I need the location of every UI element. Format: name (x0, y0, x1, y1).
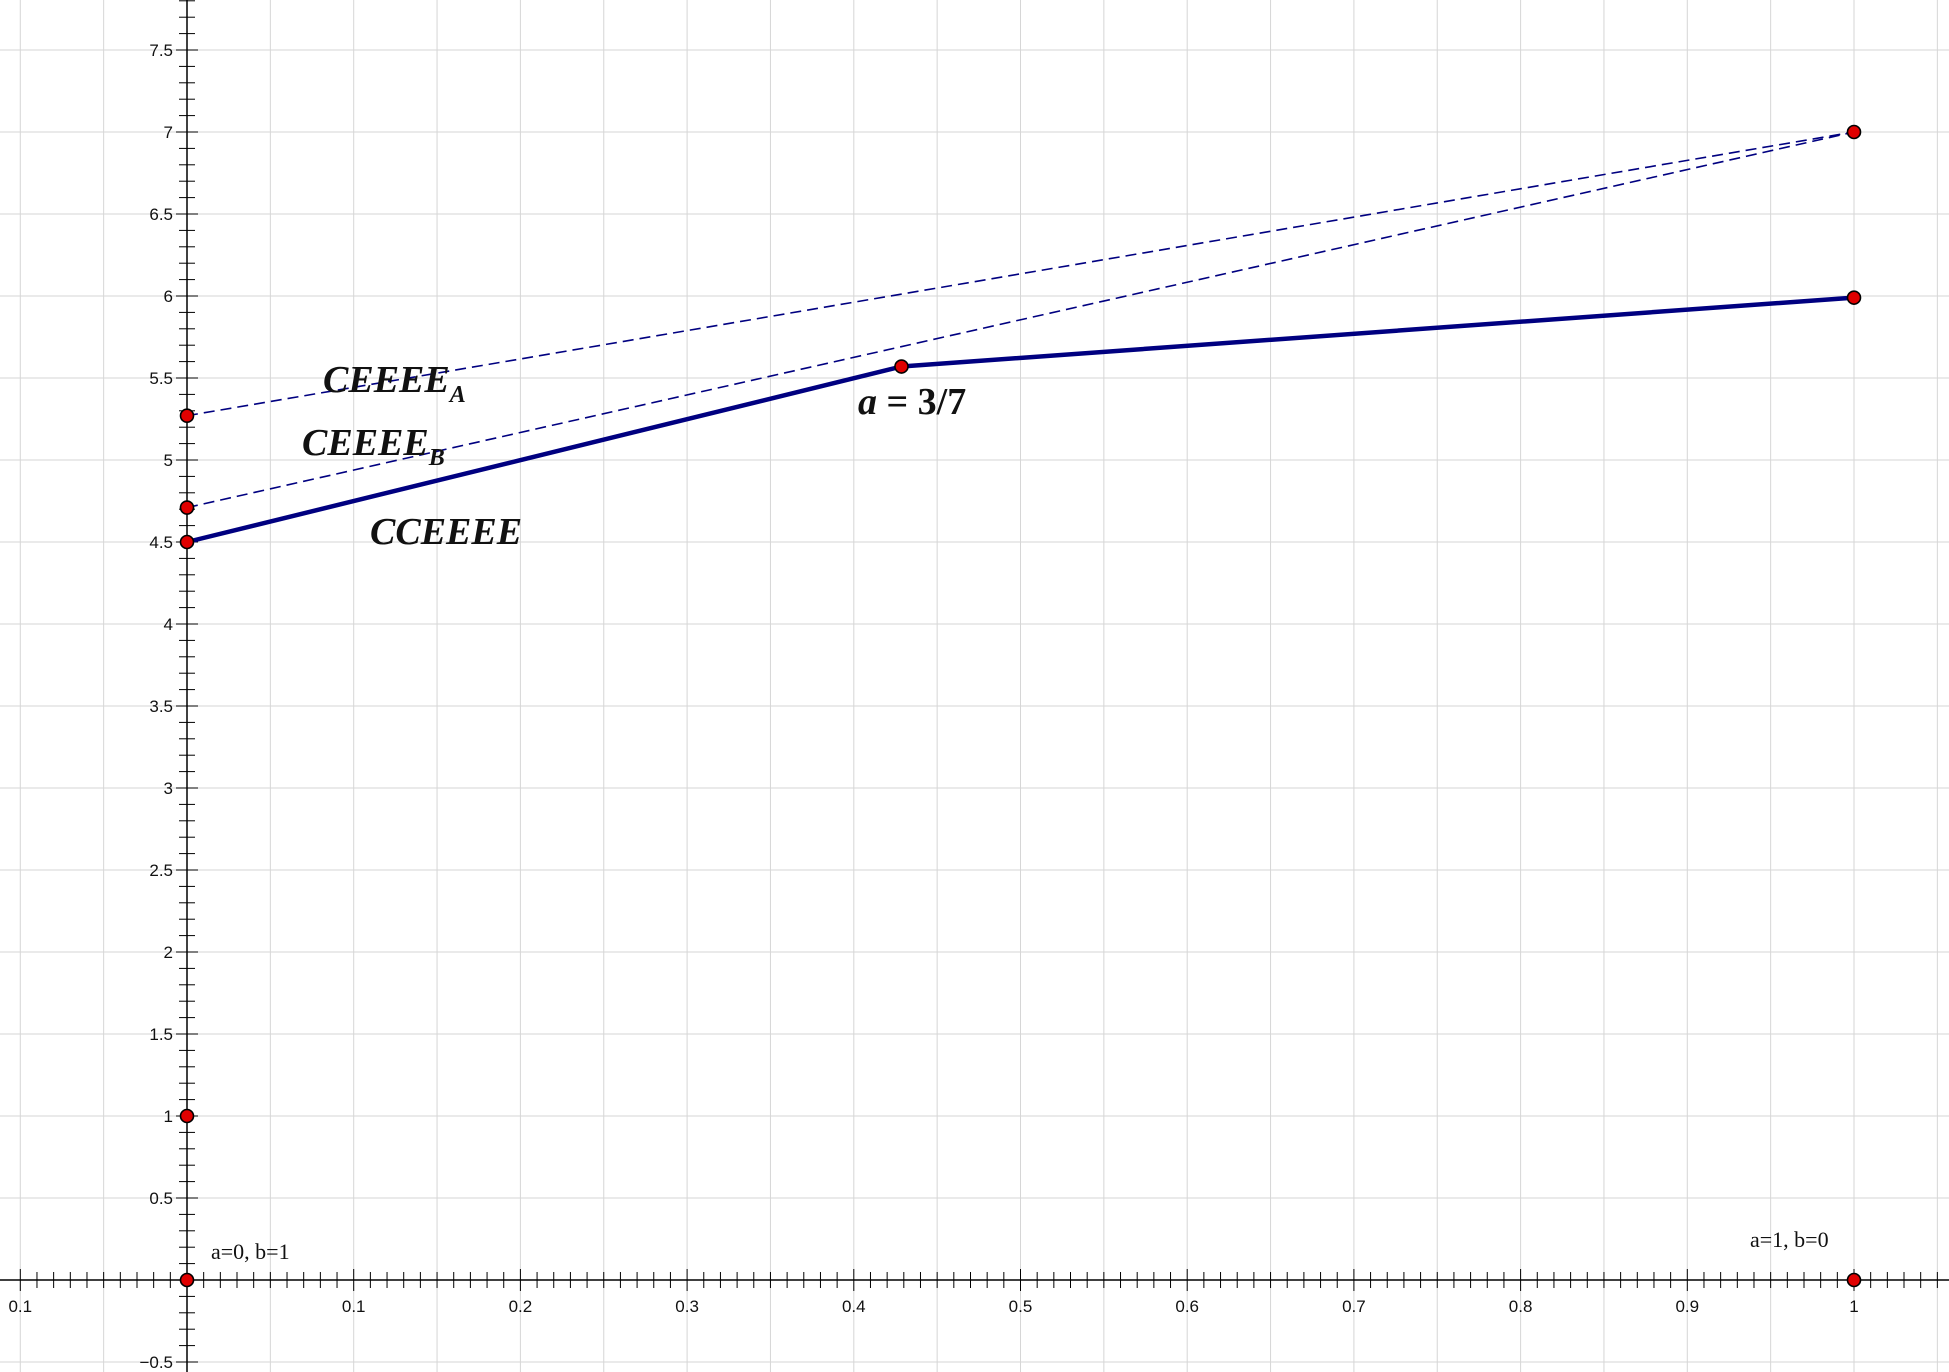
y-tick-label-7-5: 7.5 (149, 41, 173, 60)
x-tick-label-0-1: 0.1 (342, 1297, 366, 1316)
x-tick-label-1: 1 (1849, 1297, 1858, 1316)
data-points (179, 124, 1862, 1288)
y-tick-label-3-5: 3.5 (149, 697, 173, 716)
left-corner-annotation: a=0, b=1 (211, 1239, 290, 1264)
data-point-7 (179, 1108, 195, 1124)
y-tick-label-7: 7 (164, 123, 173, 142)
x-tick-label-0-4: 0.4 (842, 1297, 866, 1316)
y-tick-label-4: 4 (164, 615, 173, 634)
data-point-4 (894, 359, 909, 374)
y-tick-label-0-5: 0.5 (149, 1189, 173, 1208)
x-tick-label-0-2: 0.2 (509, 1297, 533, 1316)
data-point-5 (1846, 124, 1862, 140)
y-tick-label-1-5: 1.5 (149, 1025, 173, 1044)
right-corner-annotation: a=1, b=0 (1750, 1227, 1829, 1252)
x-tick-label-0-3: 0.3 (675, 1297, 699, 1316)
data-point-3 (179, 534, 195, 550)
series-label-cceeee: CCEEEE (370, 511, 522, 553)
y-tick-label-0-5: −0.5 (139, 1353, 173, 1372)
x-tick-label-0-8: 0.8 (1509, 1297, 1533, 1316)
y-tick-label-3: 3 (164, 779, 173, 798)
y-tick-label-2: 2 (164, 943, 173, 962)
y-tick-label-1: 1 (164, 1107, 173, 1126)
series-line-ceeeea (186, 131, 1855, 417)
data-point-8 (179, 1272, 195, 1288)
y-tick-label-2-5: 2.5 (149, 861, 173, 880)
y-tick-label-6-5: 6.5 (149, 205, 173, 224)
data-point-6 (1846, 290, 1862, 305)
y-tick-label-6: 6 (164, 287, 173, 306)
series-label-ceeeea: CEEEEA (323, 359, 466, 408)
kink-annotation: a = 3/7 (858, 381, 966, 423)
x-tick-label-0-5: 0.5 (1009, 1297, 1033, 1316)
data-point-2 (179, 500, 195, 515)
y-tick-label-5-5: 5.5 (149, 369, 173, 388)
series-line-ceeeeb (186, 131, 1855, 509)
x-tick-label-0-1: 0.1 (8, 1297, 32, 1316)
data-point-1 (179, 408, 195, 424)
y-tick-label-4-5: 4.5 (149, 533, 173, 552)
x-tick-label-0-6: 0.6 (1175, 1297, 1199, 1316)
x-tick-label-0-9: 0.9 (1675, 1297, 1699, 1316)
x-tick-label-0-7: 0.7 (1342, 1297, 1366, 1316)
series-label-ceeeeb: CEEEEB (302, 422, 445, 471)
y-tick-label-5: 5 (164, 451, 173, 470)
data-point-9 (1846, 1272, 1862, 1288)
